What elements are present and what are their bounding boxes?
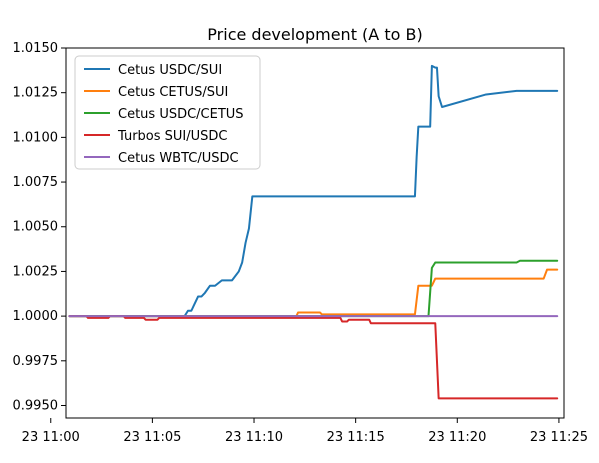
plot-area-frame	[65, 47, 565, 419]
y-tick-label: 1.0025	[13, 264, 59, 279]
series-line-3	[68, 315, 559, 400]
x-tick-label: 23 11:05	[123, 430, 181, 445]
legend-label-1: Cetus CETUS/SUI	[118, 85, 228, 100]
series-lines	[68, 64, 559, 400]
series-line-0	[68, 64, 559, 318]
y-tick-label: 1.0075	[13, 175, 59, 190]
x-tick-label: 23 11:25	[530, 430, 588, 445]
y-tick-label: 1.0100	[13, 130, 59, 145]
legend-label-0: Cetus USDC/SUI	[118, 63, 222, 78]
x-tick-label: 23 11:15	[327, 430, 385, 445]
y-axis-ticks: 0.9950 0.9975 1.0000 1.0025 1.0050 1.0075 1.01…	[13, 41, 66, 413]
legend-frame	[74, 55, 261, 170]
y-tick-label: 1.0150	[13, 41, 59, 56]
x-tick-label: 23 11:00	[22, 430, 80, 445]
series-line-1	[68, 268, 559, 318]
x-tick-label: 23 11:20	[428, 430, 486, 445]
y-tick-label: 1.0050	[13, 220, 59, 235]
x-tick-label: 23 11:10	[225, 430, 283, 445]
legend-label-2: Cetus USDC/CETUS	[118, 107, 244, 122]
chart-title: Price development (A to B)	[207, 25, 422, 44]
y-tick-label: 1.0125	[13, 86, 59, 101]
y-tick-label: 1.0000	[13, 309, 59, 324]
legend-label-4: Cetus WBTC/USDC	[118, 151, 239, 166]
x-axis-ticks: 23 11:00 23 11:05 23 11:10 23 11:15 23 11:20…	[22, 418, 588, 445]
legend-label-3: Turbos SUI/USDC	[117, 129, 228, 144]
legend: Cetus USDC/SUI Cetus CETUS/SUI Cetus USDC/…	[74, 55, 261, 170]
y-tick-label: 0.9975	[13, 354, 59, 369]
legend-items: Cetus USDC/SUI Cetus CETUS/SUI Cetus USDC/…	[84, 63, 244, 166]
y-tick-label: 0.9950	[13, 398, 59, 413]
